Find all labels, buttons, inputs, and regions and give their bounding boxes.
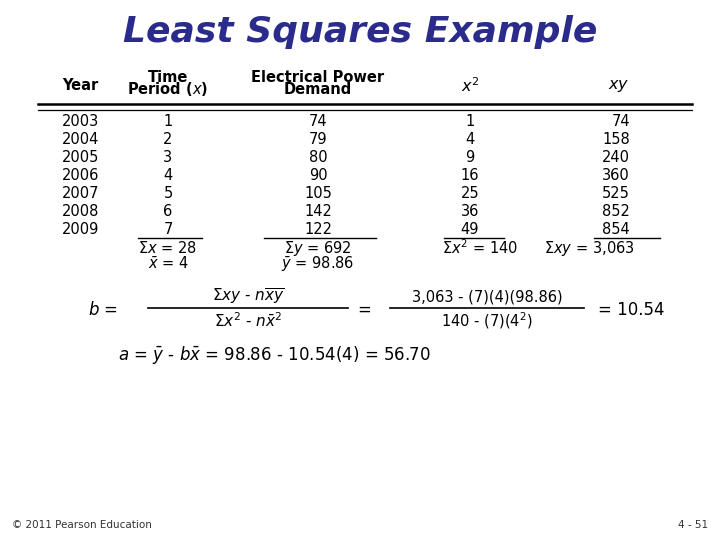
Text: 122: 122 (304, 222, 332, 238)
Text: 2008: 2008 (62, 205, 99, 219)
Text: 3: 3 (163, 151, 173, 165)
Text: $a$ = $\bar{y}$ - $b\bar{x}$ = 98.86 - 10.54(4) = 56.70: $a$ = $\bar{y}$ - $b\bar{x}$ = 98.86 - 1… (118, 344, 431, 366)
Text: 9: 9 (465, 151, 474, 165)
Text: 105: 105 (304, 186, 332, 201)
Text: 2006: 2006 (62, 168, 99, 184)
Text: Demand: Demand (284, 82, 352, 97)
Text: 49: 49 (461, 222, 480, 238)
Text: 3,063 - (7)(4)(98.86): 3,063 - (7)(4)(98.86) (412, 289, 562, 305)
Text: 74: 74 (309, 114, 328, 130)
Text: $\bar{y}$ = 98.86: $\bar{y}$ = 98.86 (282, 254, 354, 274)
Text: 142: 142 (304, 205, 332, 219)
Text: Electrical Power: Electrical Power (251, 70, 384, 84)
Text: 36: 36 (461, 205, 480, 219)
Text: = 10.54: = 10.54 (598, 301, 665, 319)
Text: 90: 90 (309, 168, 328, 184)
Text: 6: 6 (163, 205, 173, 219)
Text: 1: 1 (163, 114, 173, 130)
Text: $\Sigma xy$ = 3,063: $\Sigma xy$ = 3,063 (544, 239, 635, 258)
Text: 2003: 2003 (62, 114, 99, 130)
Text: 140 - (7)(4$^2$): 140 - (7)(4$^2$) (441, 310, 533, 332)
Text: 854: 854 (602, 222, 630, 238)
Text: 80: 80 (309, 151, 328, 165)
Text: 2009: 2009 (62, 222, 99, 238)
Text: $\Sigma x^2$ - $n\bar{x}^2$: $\Sigma x^2$ - $n\bar{x}^2$ (214, 312, 282, 330)
Text: Time: Time (148, 70, 188, 84)
Text: 2004: 2004 (62, 132, 99, 147)
Text: Year: Year (62, 78, 98, 93)
Text: 79: 79 (309, 132, 328, 147)
Text: 2005: 2005 (62, 151, 99, 165)
Text: $\Sigma x$ = 28: $\Sigma x$ = 28 (138, 240, 197, 256)
Text: $\bar{x}$ = 4: $\bar{x}$ = 4 (148, 256, 189, 272)
Text: $\Sigma y$ = 692: $\Sigma y$ = 692 (284, 239, 352, 258)
Text: 852: 852 (602, 205, 630, 219)
Text: 4: 4 (163, 168, 173, 184)
Text: $\Sigma xy$ - $n\overline{x}\overline{y}$: $\Sigma xy$ - $n\overline{x}\overline{y}… (212, 287, 284, 307)
Text: 7: 7 (163, 222, 173, 238)
Text: 2: 2 (163, 132, 173, 147)
Text: $xy$: $xy$ (608, 78, 630, 94)
Text: 16: 16 (461, 168, 480, 184)
Text: 25: 25 (461, 186, 480, 201)
Text: 240: 240 (602, 151, 630, 165)
Text: Least Squares Example: Least Squares Example (123, 15, 597, 49)
Text: 158: 158 (602, 132, 630, 147)
Text: Period ($x$): Period ($x$) (127, 80, 209, 98)
Text: © 2011 Pearson Education: © 2011 Pearson Education (12, 520, 152, 530)
Text: 1: 1 (465, 114, 474, 130)
Text: 2007: 2007 (62, 186, 99, 201)
Text: =: = (357, 301, 371, 319)
Text: $b$ =: $b$ = (88, 301, 118, 319)
Text: $x^2$: $x^2$ (461, 77, 480, 96)
Text: 5: 5 (163, 186, 173, 201)
Text: 525: 525 (602, 186, 630, 201)
Text: 4 - 51: 4 - 51 (678, 520, 708, 530)
Text: 74: 74 (611, 114, 630, 130)
Text: $\Sigma x^2$ = 140: $\Sigma x^2$ = 140 (442, 239, 518, 258)
Text: 4: 4 (465, 132, 474, 147)
Text: 360: 360 (602, 168, 630, 184)
